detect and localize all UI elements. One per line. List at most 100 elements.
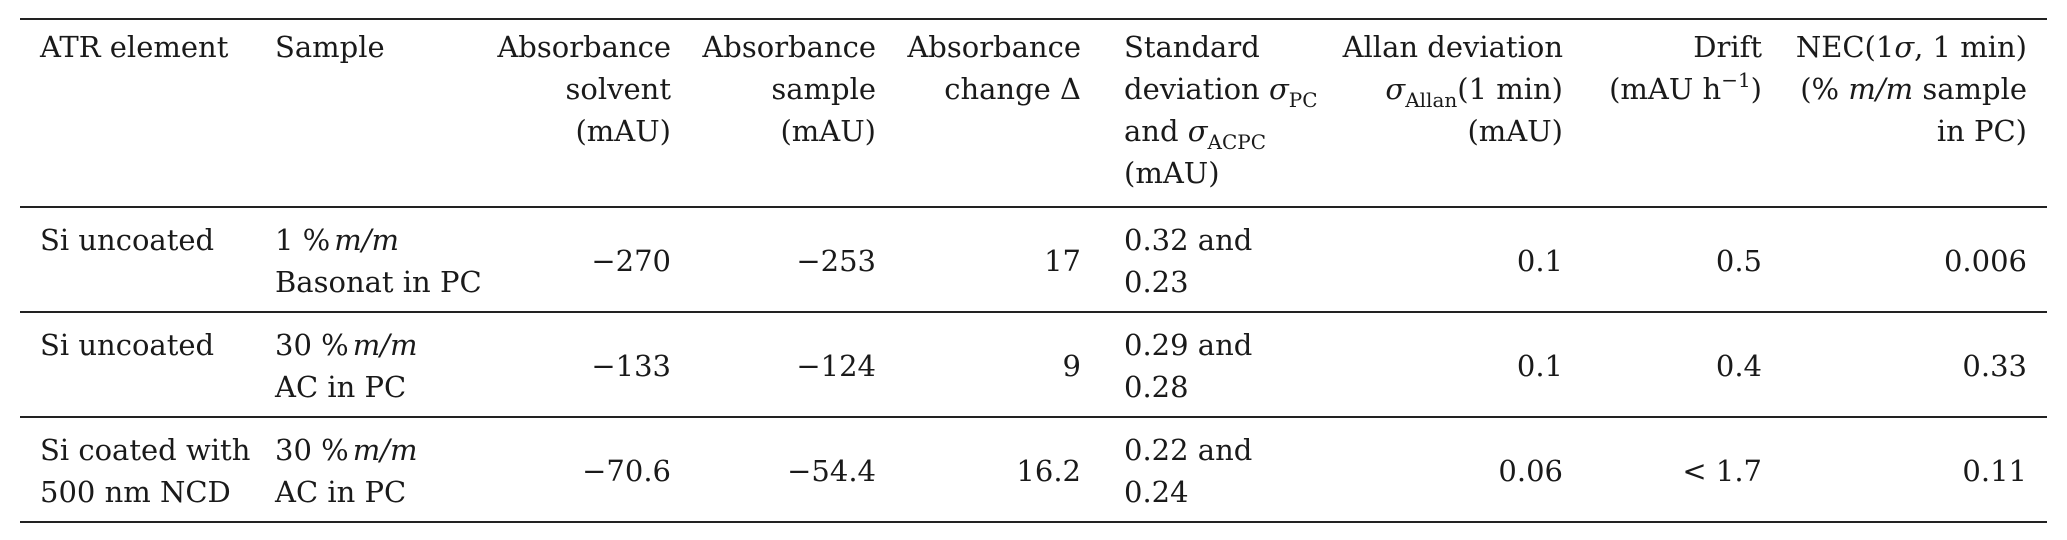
cell-std-dev: 0.22 and 0.24	[1124, 429, 1252, 513]
cell-atr-element-line1: Si uncoated	[40, 223, 215, 257]
header-drift-line2: (mAU h−1)	[1609, 68, 1762, 110]
header-abs-sample-line1: Absorbance	[702, 30, 876, 64]
cell-nec-value: 0.33	[1962, 349, 2027, 383]
cell-nec: 0.33	[1962, 345, 2027, 387]
cell-sample-percent: 30 %	[275, 328, 349, 362]
cell-sample: 1 % m/m Basonat in PC	[275, 219, 482, 303]
header-abs-sample: Absorbance sample (mAU)	[702, 26, 876, 152]
table-bottom-rule	[20, 521, 2047, 523]
cell-nec: 0.006	[1944, 240, 2027, 282]
header-allan-line3: (mAU)	[1467, 114, 1563, 148]
cell-abs-solvent: −133	[591, 345, 671, 387]
header-nec-sigma-symbol: σ	[1894, 30, 1915, 64]
cell-abs-change-value: 9	[1062, 349, 1081, 383]
cell-std-dev: 0.29 and 0.28	[1124, 324, 1252, 408]
cell-abs-change: 17	[1044, 240, 1081, 282]
header-abs-change-line1: Absorbance	[907, 30, 1081, 64]
cell-abs-sample-value: −54.4	[787, 454, 876, 488]
cell-allan-value: 0.1	[1516, 244, 1563, 278]
cell-drift-value: 0.5	[1715, 244, 1762, 278]
header-bottom-rule	[20, 206, 2047, 208]
cell-drift: 0.5	[1716, 240, 1762, 282]
cell-abs-sample: −54.4	[787, 450, 876, 492]
header-sigma-allan-symbol: σ	[1385, 72, 1406, 106]
header-abs-sample-line2: sample	[771, 72, 876, 106]
cell-atr-element: Si uncoated	[40, 219, 214, 261]
header-sigma-allan-subscript: Allan	[1405, 88, 1458, 112]
cell-allan-value: 0.06	[1498, 454, 1563, 488]
header-std-dev-line3: and σACPC	[1124, 110, 1318, 152]
cell-abs-sample-value: −124	[796, 349, 876, 383]
header-abs-change-line2: change Δ	[944, 72, 1081, 106]
cell-sample-name: AC in PC	[275, 475, 407, 509]
cell-nec-value: 0.11	[1962, 454, 2027, 488]
header-allan-line1: Allan deviation	[1342, 30, 1563, 64]
cell-atr-element-line1: Si coated with	[40, 433, 251, 467]
cell-sample-concentration: 30 % m/m	[275, 429, 417, 471]
cell-allan: 0.06	[1498, 450, 1563, 492]
cell-sample-mm: m/m	[334, 223, 400, 257]
header-sample-text: Sample	[275, 30, 385, 64]
cell-abs-change-value: 16.2	[1016, 454, 1081, 488]
cell-abs-change: 16.2	[1016, 450, 1081, 492]
header-abs-change: Absorbance change Δ	[907, 26, 1081, 110]
cell-std-dev-line1: 0.32 and	[1124, 223, 1253, 257]
header-nec-mm: m/m	[1848, 72, 1914, 106]
cell-atr-element: Si uncoated	[40, 324, 214, 366]
cell-nec: 0.11	[1962, 450, 2027, 492]
cell-std-dev-line1: 0.29 and	[1124, 328, 1253, 362]
cell-std-dev-line2: 0.28	[1124, 370, 1189, 404]
header-sigma-acpc-subscript: ACPC	[1207, 130, 1267, 154]
header-drift: Drift (mAU h−1)	[1609, 26, 1762, 110]
cell-abs-solvent-value: −270	[591, 244, 671, 278]
cell-sample-mm: m/m	[352, 328, 418, 362]
header-allan: Allan deviation σAllan(1 min) (mAU)	[1343, 26, 1563, 152]
cell-sample-percent: 1 %	[275, 223, 331, 257]
cell-allan-value: 0.1	[1516, 349, 1563, 383]
cell-abs-change: 9	[1063, 345, 1081, 387]
cell-std-dev-line2: 0.24	[1124, 475, 1189, 509]
cell-drift: < 1.7	[1682, 450, 1762, 492]
header-nec-line2-post: sample	[1913, 72, 2027, 106]
cell-abs-sample-value: −253	[796, 244, 876, 278]
header-nec-line3: in PC)	[1936, 114, 2027, 148]
cell-sample-concentration: 1 % m/m	[275, 219, 482, 261]
cell-atr-element-line2: 500 nm NCD	[40, 475, 231, 509]
header-nec-line1-pre: NEC(1	[1795, 30, 1895, 64]
cell-allan: 0.1	[1517, 240, 1563, 282]
cell-sample-concentration: 30 % m/m	[275, 324, 417, 366]
cell-abs-solvent-value: −70.6	[582, 454, 671, 488]
cell-abs-solvent: −270	[591, 240, 671, 282]
cell-drift: 0.4	[1716, 345, 1762, 387]
row-2-bottom-rule	[20, 416, 2047, 418]
header-sigma-pc-symbol: σ	[1268, 72, 1289, 106]
header-std-dev-line2: deviation σPC	[1124, 68, 1318, 110]
header-std-dev-line4: (mAU)	[1124, 156, 1220, 190]
header-drift-unit: (mAU h	[1609, 72, 1722, 106]
header-atr-element-text: ATR element	[40, 30, 229, 64]
cell-abs-solvent: −70.6	[582, 450, 671, 492]
header-nec-line2: (% m/m sample	[1796, 68, 2027, 110]
table-top-rule	[20, 18, 2047, 20]
header-nec: NEC(1σ, 1 min) (% m/m sample in PC)	[1796, 26, 2027, 152]
header-std-dev-line1: Standard	[1124, 30, 1260, 64]
cell-drift-value: 0.4	[1715, 349, 1762, 383]
header-abs-solvent: Absorbance solvent (mAU)	[497, 26, 671, 152]
header-nec-line1-post: , 1 min)	[1914, 30, 2027, 64]
header-allan-line2-rest: (1 min)	[1457, 72, 1563, 106]
header-sample: Sample	[275, 26, 385, 68]
header-sigma-acpc-symbol: σ	[1187, 114, 1208, 148]
cell-sample: 30 % m/m AC in PC	[275, 429, 417, 513]
header-abs-solvent-line2: solvent	[565, 72, 672, 106]
cell-nec-value: 0.006	[1943, 244, 2027, 278]
header-drift-superscript: −1	[1721, 68, 1751, 92]
header-abs-solvent-line1: Absorbance	[497, 30, 671, 64]
cell-abs-change-value: 17	[1044, 244, 1081, 278]
cell-atr-element-line1: Si uncoated	[40, 328, 215, 362]
cell-sample-percent: 30 %	[275, 433, 349, 467]
header-allan-line2: σAllan(1 min)	[1343, 68, 1563, 110]
cell-std-dev-line1: 0.22 and	[1124, 433, 1253, 467]
header-nec-line2-pre: (%	[1800, 72, 1849, 106]
cell-sample-name: AC in PC	[275, 370, 407, 404]
header-drift-line1: Drift	[1693, 30, 1762, 64]
